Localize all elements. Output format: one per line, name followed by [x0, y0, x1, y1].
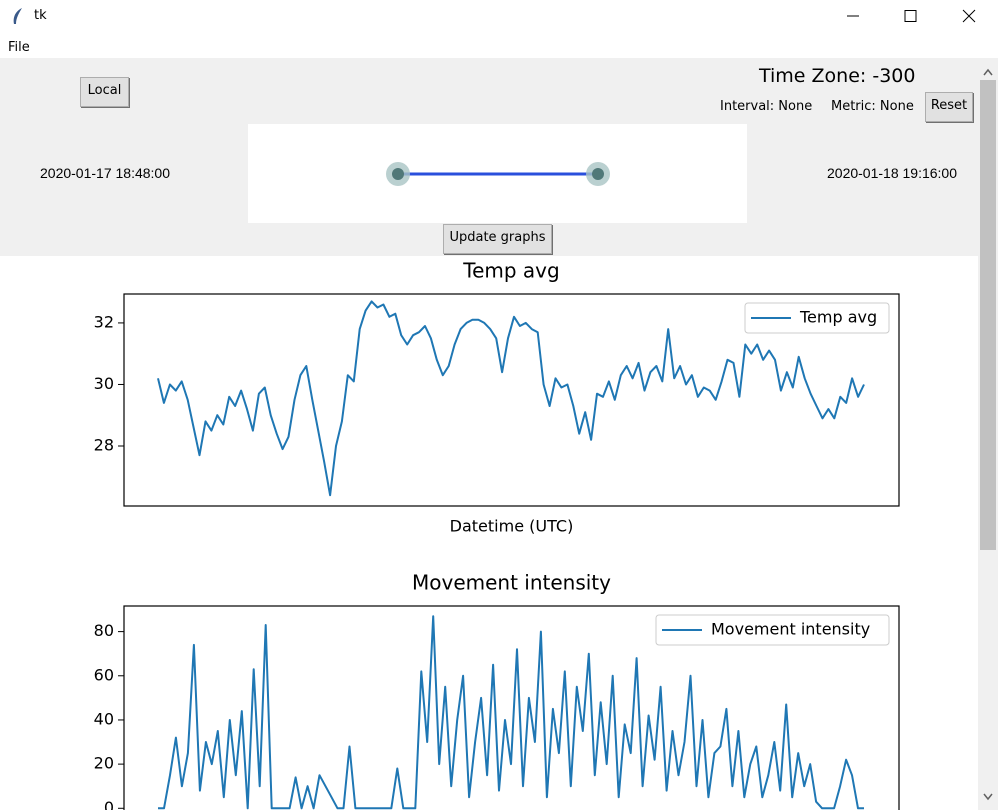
reset-button[interactable]: Reset	[925, 92, 973, 122]
window-controls[interactable]	[830, 0, 998, 32]
y-tick-label: 40	[94, 709, 114, 728]
time-zone-label: Time Zone: -300	[759, 65, 916, 87]
start-date: 2020-01-17 18:48:00	[40, 165, 170, 181]
y-tick-label: 60	[94, 665, 114, 684]
y-tick-label: 0	[104, 798, 114, 810]
end-date: 2020-01-18 19:16:00	[827, 165, 957, 181]
menu-bar: File	[0, 32, 998, 58]
y-tick-label: 28	[94, 436, 114, 455]
metric-label: Metric: None	[831, 99, 914, 114]
charts: Temp avg Datetime (UTC) 28 30 32 Temp avg Move…	[94, 259, 900, 810]
chart-title: Temp avg	[462, 259, 559, 283]
window-title: tk	[34, 8, 47, 23]
scrollbar[interactable]	[978, 58, 998, 810]
interval-label: Interval: None	[720, 99, 813, 114]
x-axis-label: Datetime (UTC)	[450, 517, 574, 536]
update-button[interactable]: Update graphs	[443, 224, 552, 254]
title-bar: tk	[0, 0, 998, 32]
y-tick-label: 80	[94, 621, 114, 640]
legend-label: Temp avg	[799, 308, 877, 327]
y-tick-label: 32	[94, 312, 114, 331]
y-tick-label: 20	[94, 754, 114, 773]
axes-frame	[123, 605, 900, 810]
control-panel: Local Time Zone: -300 Interval: None Met…	[0, 58, 978, 256]
menu-item[interactable]: File	[8, 40, 30, 55]
axes-frame	[123, 293, 900, 507]
data-line	[158, 615, 864, 810]
local-button[interactable]: Local	[80, 77, 129, 107]
legend-box	[744, 302, 890, 334]
legend-label: Movement intensity	[711, 620, 870, 639]
y-tick-label: 30	[94, 374, 114, 393]
range-slider[interactable]	[248, 124, 747, 223]
chart-title: Movement intensity	[412, 571, 611, 595]
data-line	[157, 300, 865, 497]
app-icon	[13, 8, 22, 24]
legend-box	[655, 614, 890, 646]
